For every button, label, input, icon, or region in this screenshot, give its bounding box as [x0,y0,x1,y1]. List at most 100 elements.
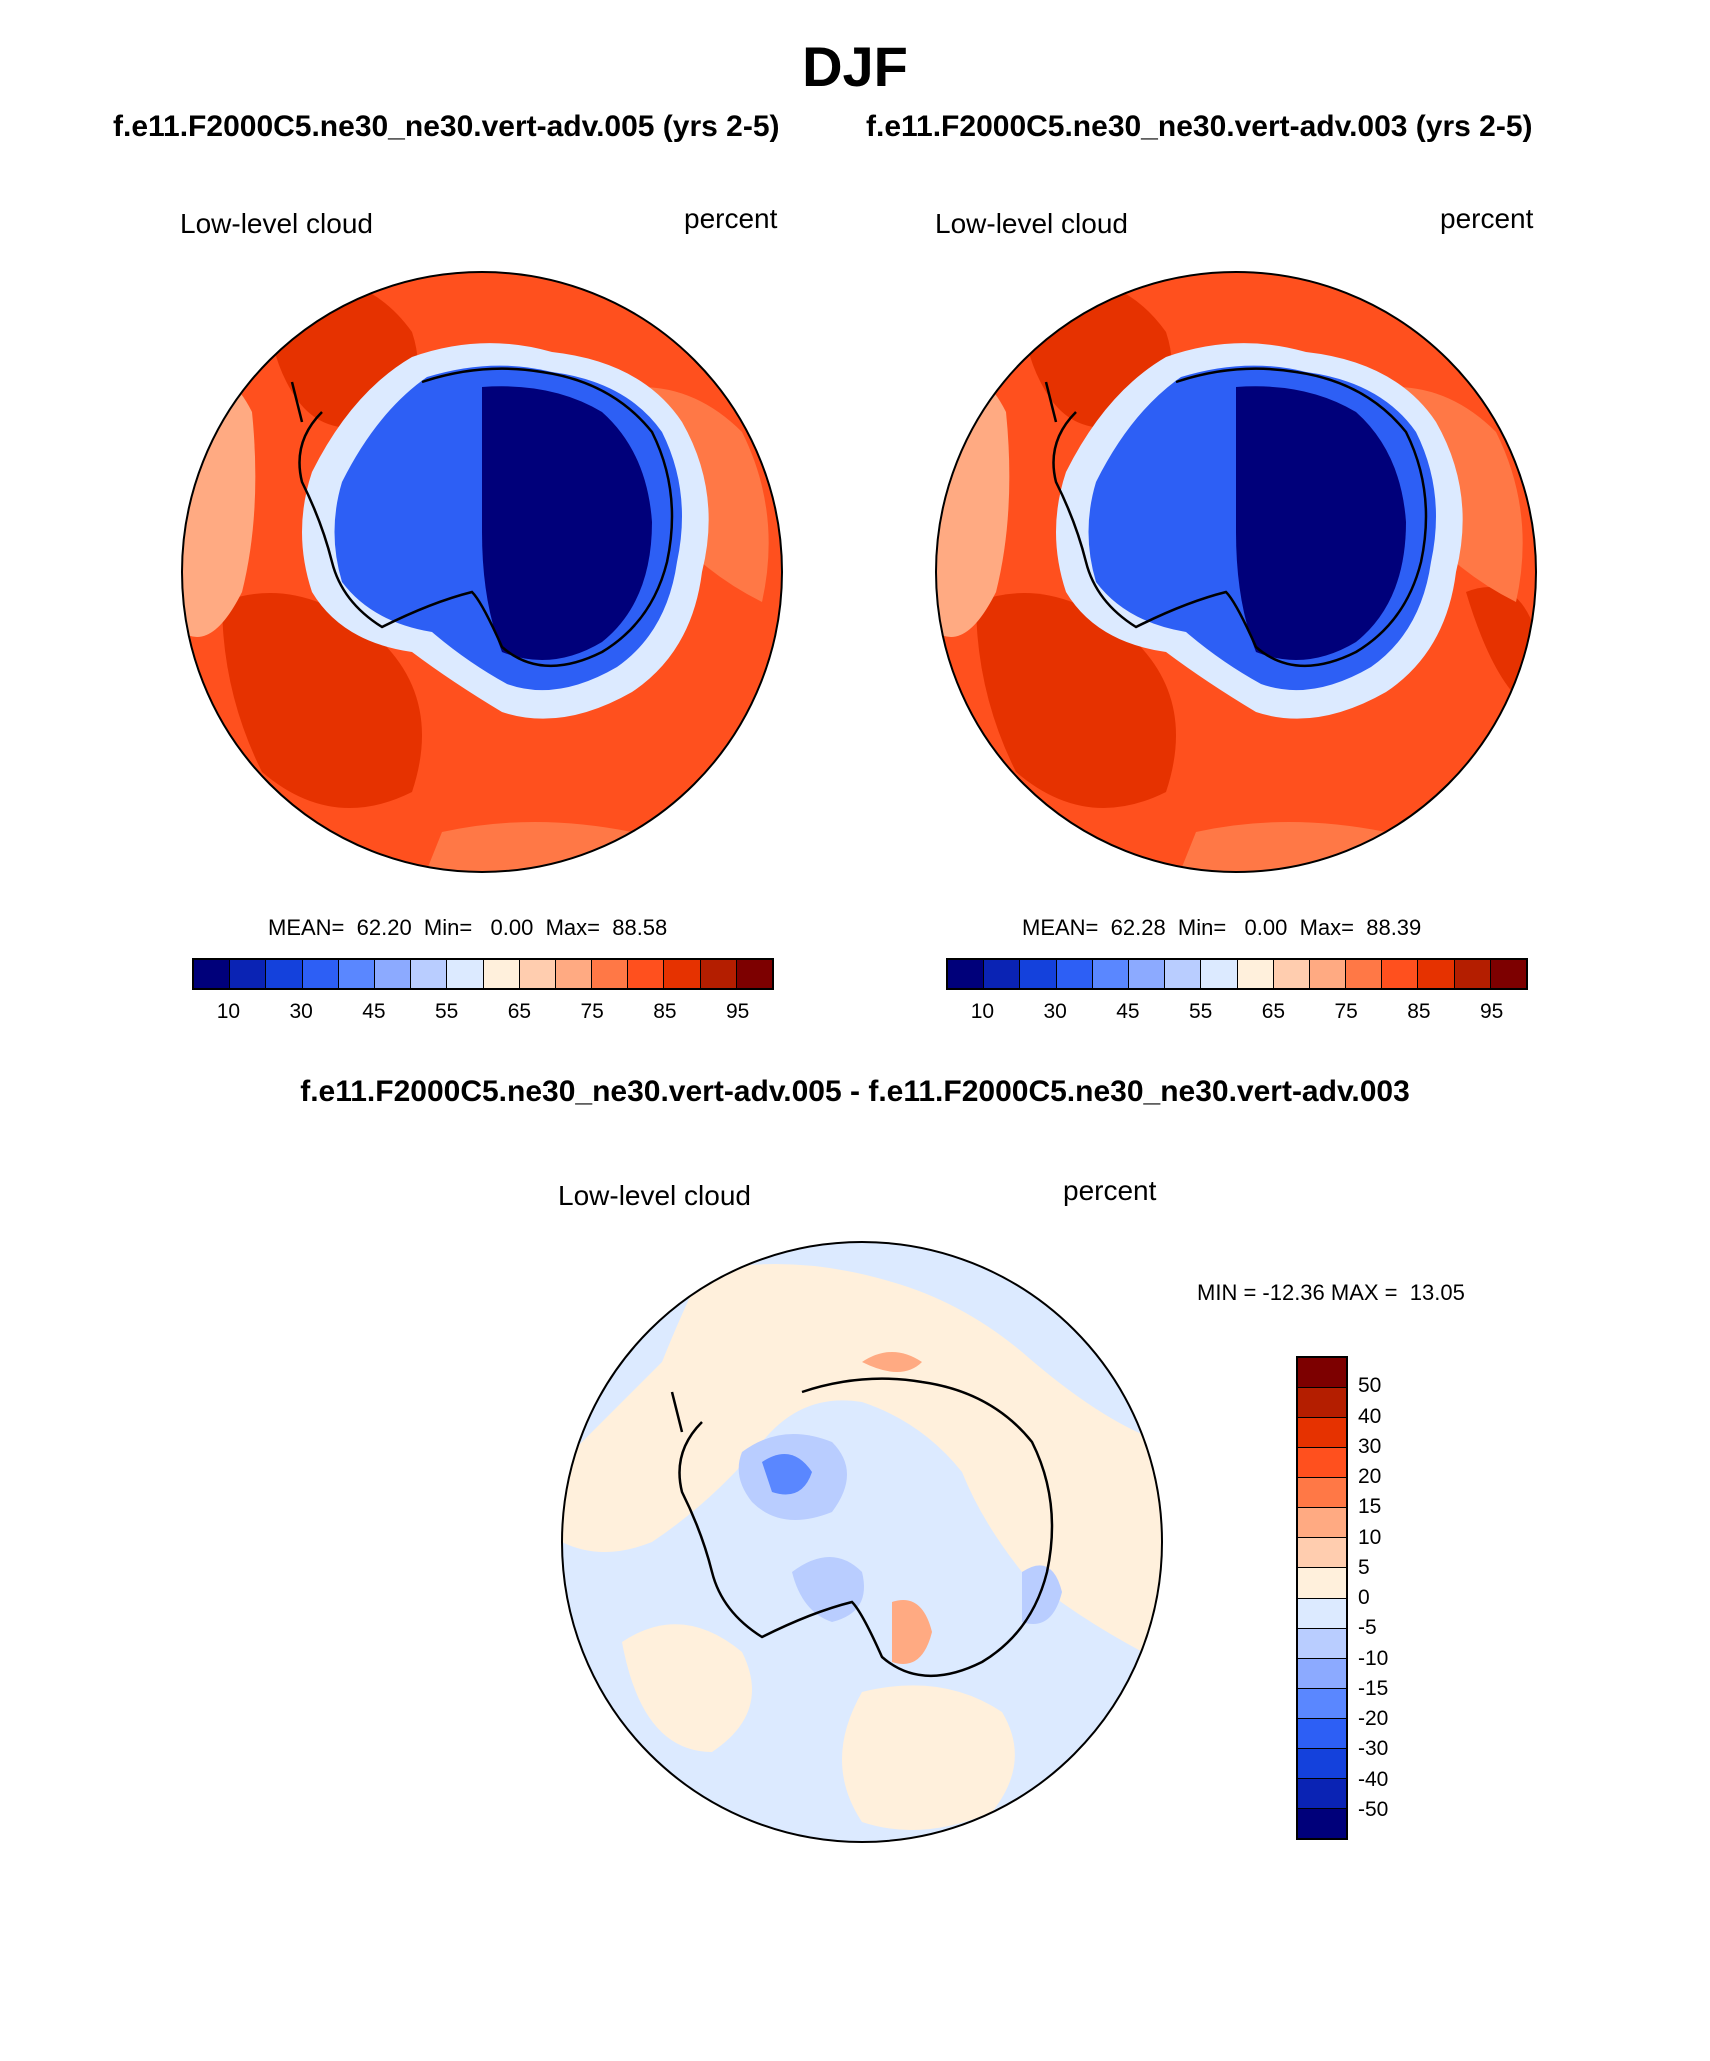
colorbar-tick-label: 95 [1479,1000,1504,1023]
colorbar-swatch [194,960,231,988]
colorbar-swatch [1346,960,1383,988]
right-colorbar-ticks: 10 30 45 55 65 75 85 95 [946,1000,1528,1030]
colorbar-tick-label: 30 [289,1000,313,1023]
colorbar-tick-label: -15 [1358,1676,1389,1700]
colorbar-swatch [483,960,520,988]
colorbar-swatch [1298,1598,1346,1629]
colorbar-swatch [266,960,303,988]
left-colorbar [192,958,774,990]
colorbar-tick-label: 10 [216,1000,241,1023]
colorbar-tick-label: 55 [1188,1000,1213,1023]
colorbar-tick-label: 0 [1358,1586,1370,1609]
positive-diff-region [862,1352,922,1372]
left-case-title: f.e11.F2000C5.ne30_ne30.vert-adv.005 (yr… [113,110,780,143]
negative-diff-region [792,1557,864,1622]
diff-stats: MIN = -12.36 MAX = 13.05 [1197,1280,1465,1305]
colorbar-swatch [302,960,339,988]
colorbar-swatch [628,960,665,988]
colorbar-swatch [1298,1658,1346,1689]
colorbar-tick-label: -20 [1358,1707,1389,1730]
colorbar-swatch [1298,1388,1346,1419]
coastline [1044,367,1428,668]
diff-units-label: percent [1063,1175,1157,1206]
diff-colorbar-ticks: 50 40 30 20 15 10 5 0 -5 -10 -15 -20 -30 -40 -50 [1358,1356,1438,1840]
positive-diff-region [842,1685,1015,1830]
colorbar-tick-label: 50 [1358,1374,1382,1398]
colorbar-swatch [1454,960,1491,988]
colorbar-swatch [664,960,701,988]
colorbar-tick-label: 45 [1116,1000,1140,1023]
colorbar-swatch [1382,960,1419,988]
left-polar-map [181,271,783,873]
colorbar-swatch [374,960,412,988]
ice-core [1236,386,1406,660]
colorbar-swatch [1298,1358,1346,1389]
colorbar-swatch [555,960,593,988]
colorbar-swatch [984,960,1021,988]
colorbar-tick-label: 30 [1043,1000,1067,1023]
negative-diff-region [762,1454,812,1495]
colorbar-tick-label: 55 [434,1000,459,1023]
colorbar-tick-label: 15 [1358,1495,1382,1519]
coastline [290,367,674,668]
colorbar-swatch [1056,960,1093,988]
right-polar-map [935,271,1537,873]
right-colorbar [946,958,1528,990]
colorbar-tick-label: 20 [1358,1465,1382,1488]
colorbar-swatch [1418,960,1455,988]
colorbar-swatch [1298,1568,1346,1599]
colorbar-swatch [1092,960,1129,988]
dark-cloud-region [976,593,1176,808]
colorbar-swatch [1298,1718,1346,1749]
difference-polar-map [561,1241,1163,1843]
colorbar-tick-label: -10 [1358,1646,1389,1670]
positive-diff-region [622,1624,752,1752]
colorbar-swatch [1309,960,1347,988]
colorbar-swatch [519,960,556,988]
colorbar-tick-label: 65 [1261,1000,1286,1023]
colorbar-swatch [338,960,375,988]
colorbar-tick-label: -50 [1358,1797,1389,1821]
colorbar-swatch [1298,1628,1346,1659]
colorbar-swatch [1298,1508,1346,1539]
colorbar-tick-label: -30 [1358,1737,1389,1761]
colorbar-swatch [1165,960,1202,988]
right-case-title: f.e11.F2000C5.ne30_ne30.vert-adv.003 (yr… [866,110,1533,143]
colorbar-swatch [948,960,985,988]
colorbar-tick-label: 65 [507,1000,532,1023]
right-variable-label: Low-level cloud [935,208,1128,239]
season-title: DJF [802,35,908,98]
left-colorbar-ticks: 10 30 45 55 65 75 85 95 [192,1000,774,1030]
positive-diff-region [562,1264,1162,1662]
colorbar-swatch [1020,960,1057,988]
colorbar-tick-label: 95 [725,1000,750,1023]
left-variable-label: Low-level cloud [180,208,373,239]
colorbar-swatch [1298,1748,1346,1779]
dark-cloud-region [222,593,422,808]
colorbar-tick-label: -5 [1358,1616,1377,1640]
right-stats: MEAN= 62.28 Min= 0.00 Max= 88.39 [1022,915,1422,940]
colorbar-swatch [1298,1478,1346,1509]
colorbar-swatch [230,960,267,988]
coastline [670,1377,1054,1678]
colorbar-tick-label: -40 [1358,1767,1389,1791]
diff-colorbar [1296,1356,1348,1840]
colorbar-swatch [1298,1418,1346,1449]
colorbar-tick-label: 5 [1358,1555,1370,1579]
left-units-label: percent [684,203,778,234]
diff-variable-label: Low-level cloud [558,1180,751,1211]
colorbar-swatch [1490,960,1526,988]
ice-core [482,386,652,660]
colorbar-tick-label: 10 [1358,1525,1382,1549]
colorbar-tick-label: 75 [580,1000,604,1023]
colorbar-swatch [1201,960,1238,988]
colorbar-swatch [1298,1448,1346,1479]
colorbar-swatch [736,960,772,988]
colorbar-tick-label: 85 [1407,1000,1431,1023]
colorbar-swatch [1298,1808,1346,1838]
colorbar-swatch [1298,1688,1346,1719]
colorbar-swatch [700,960,737,988]
difference-title: f.e11.F2000C5.ne30_ne30.vert-adv.005 - f… [300,1075,1410,1108]
colorbar-tick-label: 40 [1358,1404,1382,1428]
colorbar-swatch [1298,1778,1346,1809]
